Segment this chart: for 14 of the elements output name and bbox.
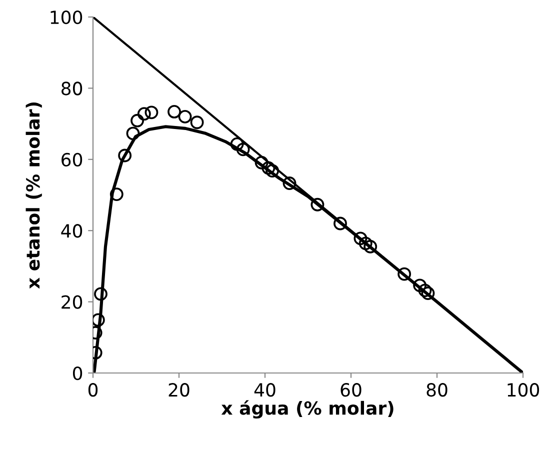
- y-tick-label: 100: [50, 10, 82, 24]
- y-tick-label: 20: [62, 295, 82, 309]
- x-tick-label: 20: [168, 383, 190, 397]
- x-tick-label: 40: [254, 383, 276, 397]
- y-axis-title: x etanol (% molar): [26, 102, 42, 289]
- x-tick-label: 80: [426, 383, 448, 397]
- y-tick-label: 0: [72, 366, 82, 380]
- x-axis-title: x água (% molar): [221, 400, 394, 419]
- y-tick-label: 60: [62, 152, 82, 167]
- y-tick-label: 80: [62, 82, 82, 96]
- x-tick-label: 100: [508, 383, 540, 397]
- x-tick-label: 60: [340, 383, 362, 397]
- y-tick-label: 40: [61, 224, 82, 238]
- x-tick-label: 0: [88, 383, 98, 397]
